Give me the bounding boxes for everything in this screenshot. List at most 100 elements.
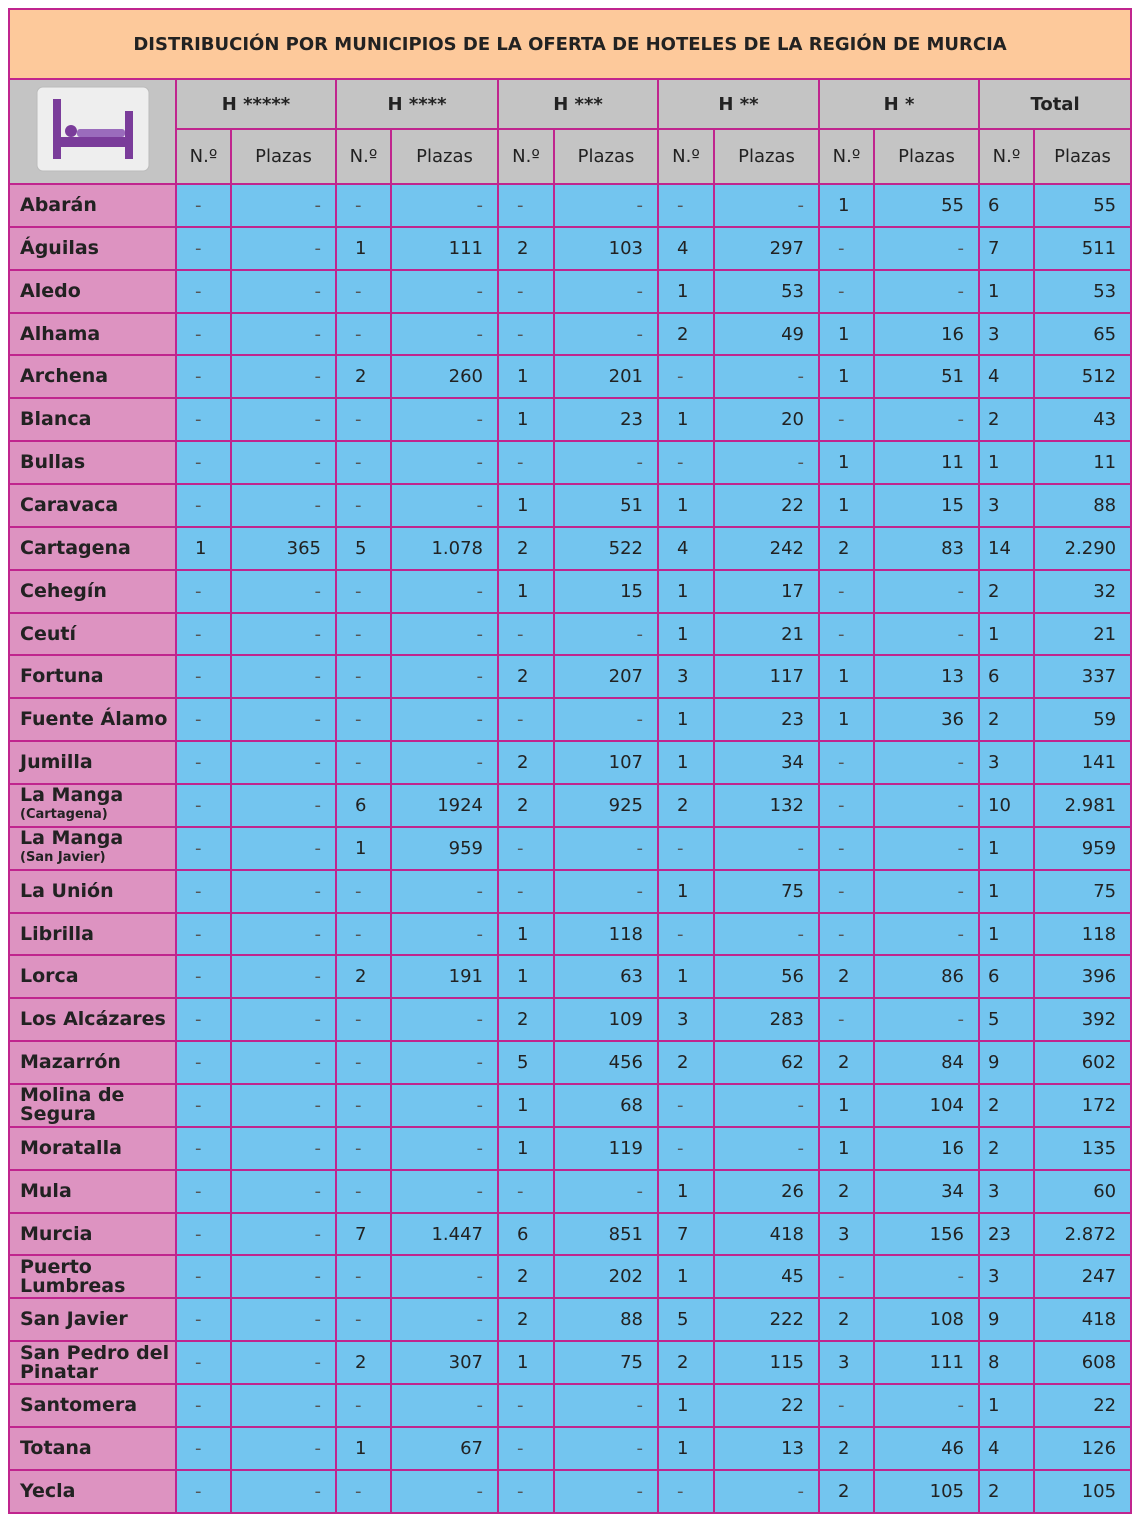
count-cell: 1 <box>818 1125 875 1171</box>
places-cell: - <box>553 268 659 314</box>
count-cell: 1 <box>497 1083 555 1128</box>
places-cell: - <box>390 440 499 486</box>
count-cell: 2 <box>657 1040 715 1086</box>
bed-icon-cell <box>8 78 177 185</box>
municipality-name: Murcia <box>20 1222 93 1245</box>
sub-header: Plazas <box>713 128 820 185</box>
count-cell: - <box>335 1254 392 1300</box>
municipality: Blanca <box>8 397 177 443</box>
places-cell: 53 <box>1032 268 1132 314</box>
count-cell: - <box>497 697 555 743</box>
places-cell: 59 <box>1032 697 1132 743</box>
places-cell: - <box>390 868 499 914</box>
count-cell: - <box>175 440 232 486</box>
data-row: Santomera - - - - - -1 22- -1 22 <box>8 1383 1132 1428</box>
places-cell: 135 <box>1032 1125 1132 1171</box>
count-cell: 1 <box>497 568 555 614</box>
places-cell: 51 <box>553 483 659 528</box>
municipality: Caravaca <box>8 483 177 528</box>
municipality-name: Cartagena <box>20 536 131 559</box>
count-cell: - <box>657 825 715 871</box>
places-cell: - <box>553 825 659 871</box>
hotel-table: DISTRIBUCIÓN POR MUNICIPIOS DE LA OFERTA… <box>7 8 1132 1514</box>
places-cell: - <box>390 268 499 314</box>
table-title: DISTRIBUCIÓN POR MUNICIPIOS DE LA OFERTA… <box>7 8 1132 80</box>
data-row: Yecla - - - - - - - -2 105 2 105 <box>8 1468 1132 1514</box>
municipality-name: Blanca <box>20 408 92 431</box>
count-cell: 1 <box>818 440 875 486</box>
places-cell: 17 <box>713 568 820 614</box>
count-cell: 2 <box>497 225 555 271</box>
data-row: San Javier - - - -2 88 5 222 2 108 9 418 <box>8 1297 1132 1343</box>
municipality-name: Mula <box>20 1179 72 1202</box>
count-cell: - <box>175 483 232 528</box>
data-row: Caravaca - - - -1 51 1 22 1 15 3 88 <box>8 483 1132 528</box>
places-cell: 13 <box>873 654 980 700</box>
count-cell: - <box>175 611 232 657</box>
places-cell: - <box>230 1297 337 1343</box>
places-cell: - <box>553 1168 659 1214</box>
count-cell: - <box>335 568 392 614</box>
count-cell: 1 <box>657 1425 715 1471</box>
places-cell: 105 <box>873 1468 980 1514</box>
count-cell: 1 <box>335 825 392 871</box>
count-cell: - <box>657 354 715 400</box>
count-cell: - <box>335 1383 392 1428</box>
count-cell: - <box>657 1125 715 1171</box>
places-cell: 15 <box>553 568 659 614</box>
places-cell: 105 <box>1032 1468 1132 1514</box>
places-cell: - <box>390 911 499 957</box>
places-cell: - <box>553 611 659 657</box>
count-cell: - <box>175 740 232 786</box>
municipality-name: San Javier <box>20 1308 128 1331</box>
count-cell: - <box>657 1083 715 1128</box>
places-cell: - <box>230 183 337 228</box>
count-cell: 2 <box>497 997 555 1043</box>
places-cell: - <box>553 1383 659 1428</box>
count-cell: - <box>175 654 232 700</box>
places-cell: - <box>390 1083 499 1128</box>
municipality: Librilla <box>8 911 177 957</box>
places-cell: 23 <box>553 397 659 443</box>
count-cell: 1 <box>657 611 715 657</box>
count-cell: 1 <box>335 225 392 271</box>
group-header: Total <box>977 78 1132 130</box>
count-cell: 5 <box>978 997 1035 1043</box>
municipality: Cartagena <box>8 525 177 571</box>
places-cell: 103 <box>553 225 659 271</box>
count-cell: 6 <box>978 954 1035 1000</box>
count-cell: 2 <box>335 1340 392 1386</box>
places-cell: - <box>873 740 980 786</box>
count-cell: 14 <box>978 525 1035 571</box>
places-cell: - <box>553 697 659 743</box>
count-cell: - <box>175 225 232 271</box>
count-cell: 1 <box>657 1254 715 1300</box>
count-cell: - <box>335 1468 392 1514</box>
places-cell: - <box>390 568 499 614</box>
count-cell: 2 <box>978 1468 1035 1514</box>
count-cell: 1 <box>657 568 715 614</box>
count-cell: - <box>818 740 875 786</box>
places-cell: 118 <box>553 911 659 957</box>
places-cell: - <box>390 397 499 443</box>
count-cell: 1 <box>497 354 555 400</box>
places-cell: - <box>713 1125 820 1171</box>
places-cell: 34 <box>873 1168 980 1214</box>
places-cell: 959 <box>1032 825 1132 871</box>
municipality-name: Fortuna <box>20 665 104 688</box>
count-cell: - <box>175 954 232 1000</box>
count-cell: - <box>497 868 555 914</box>
count-cell: 10 <box>978 783 1035 828</box>
municipality-name: Cehegín <box>20 579 107 602</box>
data-row: Abarán - - - - - - - -1 55 6 55 <box>8 183 1132 228</box>
count-cell: 1 <box>978 911 1035 957</box>
places-cell: - <box>230 568 337 614</box>
data-row: Totana - -1 67- -1 13 2 46 4 126 <box>8 1425 1132 1471</box>
municipality-name: Ceutí <box>20 622 76 645</box>
places-cell: - <box>873 783 980 828</box>
count-cell: 1 <box>978 825 1035 871</box>
count-cell: 1 <box>497 1340 555 1386</box>
places-cell: - <box>230 740 337 786</box>
data-row: Mazarrón - - - -5 456 2 62 2 84 9 602 <box>8 1040 1132 1086</box>
